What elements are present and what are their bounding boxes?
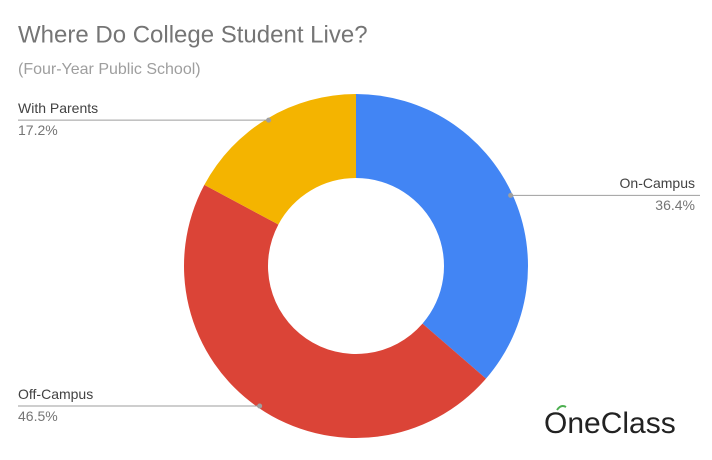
value-label: 46.5% [18,408,58,424]
pie-slice [204,94,356,225]
value-label: 36.4% [655,197,695,213]
pie-slice [184,184,486,438]
slice-label: Off-Campus [18,386,93,402]
leader-dot [257,403,263,409]
chart-title: Where Do College Student Live? [18,21,368,48]
slice-label: On-Campus [620,175,695,191]
leader-dot [508,192,514,198]
logo: OneClass [544,405,676,440]
logo-leaf [556,405,567,411]
leader-dot [266,117,272,123]
value-label: 17.2% [18,122,58,138]
pie-slice [356,94,528,379]
slice-label: With Parents [18,100,98,116]
watermark: OneClass [544,407,676,440]
chart-subtitle: (Four-Year Public School) [18,61,201,78]
